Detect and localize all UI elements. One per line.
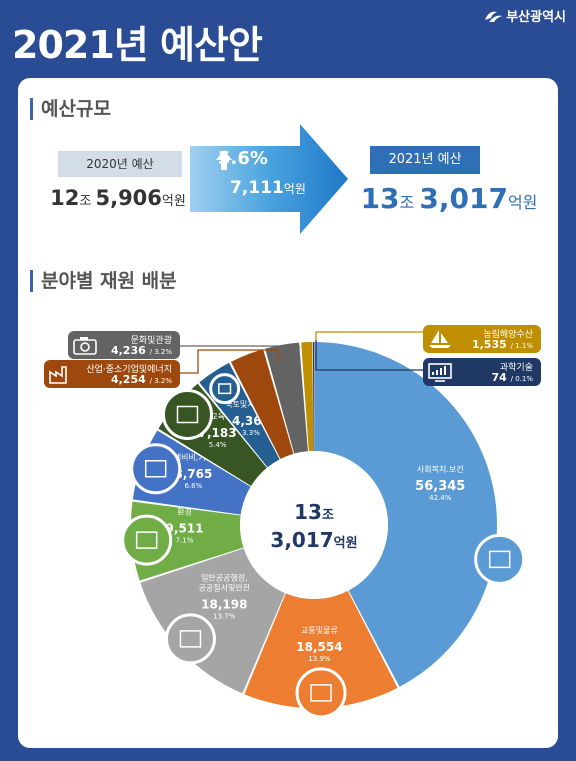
slice-0 — [314, 342, 497, 687]
leader-line-8 — [180, 345, 300, 360]
increase-amount-value: 7,111 — [230, 178, 284, 198]
agri-value: 1,535 / 1.1% — [471, 338, 533, 351]
increase-amount-unit: 억원 — [283, 182, 306, 196]
factory-icon — [49, 366, 67, 384]
page-title: 2021년 예산안 — [12, 23, 263, 67]
curr-year-value: 13조 3,017억원 — [334, 182, 558, 215]
school-icon — [161, 388, 213, 440]
industry-name: 산업·중소기업및에너지 — [86, 365, 172, 375]
slice-1 — [244, 590, 398, 708]
slice-percent-1: 13.9% — [308, 655, 331, 663]
slice-10 — [312, 342, 315, 452]
callout-industry: 산업·중소기업및에너지 4,254 / 3.2% — [44, 360, 180, 388]
slice-percent-4: 6.6% — [184, 482, 202, 490]
prev-jo: 12 — [50, 186, 80, 210]
slice-percent-6: 3.3% — [242, 429, 260, 437]
busan-logo-icon — [485, 11, 503, 22]
buildings-icon — [164, 613, 216, 665]
city-logo: 부산광역시 — [483, 6, 566, 25]
prev-eok: 5,906 — [95, 186, 162, 210]
cabinet-icon — [130, 443, 182, 495]
increase-arrow — [190, 124, 348, 234]
leader-line-10 — [315, 340, 423, 371]
leader-line-9 — [315, 331, 423, 340]
prev-year-value: 12조 5,906억원 — [38, 186, 198, 210]
slice-value-1: 18,554 — [296, 640, 342, 654]
slice-label-2: 공공질서및안전 — [199, 583, 251, 593]
curr-eok: 3,017 — [419, 182, 508, 215]
slice-9 — [301, 342, 314, 452]
slice-7 — [230, 349, 294, 460]
increase-percent: 5.6% — [218, 148, 268, 169]
city-name: 부산광역시 — [506, 10, 566, 25]
slice-value-2: 18,198 — [201, 598, 247, 612]
agri-name: 농림해양수산 — [483, 330, 533, 340]
curr-eok-unit: 억원 — [507, 193, 538, 212]
slice-value-3: 9,511 — [166, 522, 204, 536]
family-icon — [474, 533, 526, 585]
plant-pot-icon — [121, 514, 173, 566]
section-allocation: 분야별 재원 배분 — [30, 270, 177, 292]
slice-8 — [265, 342, 308, 454]
center-circle — [240, 451, 388, 599]
monitor-chart-icon — [428, 363, 452, 382]
slice-value-4: 8,765 — [174, 467, 212, 481]
culture-name: 문화및관광 — [130, 336, 172, 346]
up-arrow-icon — [216, 150, 232, 170]
slice-percent-2: 13.7% — [213, 613, 236, 621]
industry-value: 4,254 / 3.2% — [110, 373, 172, 386]
landscape-icon — [209, 373, 241, 405]
slice-percent-3: 7.1% — [176, 537, 194, 545]
camera-icon — [73, 337, 97, 355]
callout-science: 과학기술 74 / 0.1% — [423, 358, 541, 386]
budget-card: 예산규모 2020년 예산 12조 5,906억원 5.6% 7,111억원 2… — [18, 78, 558, 748]
leader-line-7 — [180, 349, 279, 374]
bus-icon — [295, 667, 347, 719]
prev-eok-unit: 억원 — [161, 194, 186, 209]
section-budget-scale: 예산규모 — [30, 98, 111, 120]
science-value: 74 / 0.1% — [491, 371, 533, 384]
curr-jo: 13 — [360, 182, 400, 215]
curr-year-tag: 2021년 예산 — [370, 146, 480, 174]
slice-value-0: 56,345 — [415, 479, 465, 494]
prev-year-tag: 2020년 예산 — [58, 151, 182, 177]
slice-label-4: 예비비,기타 — [174, 452, 214, 462]
prev-jo-unit: 조 — [79, 194, 92, 209]
increase-amount: 7,111억원 — [230, 178, 306, 198]
slice-percent-5: 5.4% — [209, 441, 227, 449]
slice-2 — [140, 548, 286, 694]
sailboat-icon — [429, 330, 451, 348]
slice-percent-0: 42.4% — [429, 494, 452, 502]
callout-agri: 농림해양수산 1,535 / 1.1% — [423, 325, 541, 353]
slice-label-0: 사회복지.보건 — [417, 464, 464, 474]
slice-label-6: 국토및지역개발 — [225, 399, 277, 409]
slice-label-3: 환경 — [177, 507, 192, 517]
slice-label-5: 교육 — [210, 412, 225, 421]
curr-jo-unit: 조 — [399, 193, 415, 212]
slice-label-1: 교통및물류 — [301, 625, 338, 635]
culture-value: 4,236 / 3.2% — [110, 344, 172, 357]
callout-culture: 문화및관광 4,236 / 3.2% — [68, 331, 180, 359]
science-name: 과학기술 — [499, 363, 533, 373]
slice-label-2: 일반공공행정, — [201, 573, 248, 583]
